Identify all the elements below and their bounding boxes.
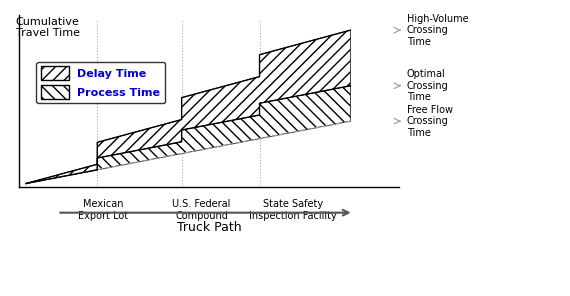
Text: Truck Path: Truck Path [177,221,242,234]
Text: Free Flow
Crossing
Time: Free Flow Crossing Time [406,104,453,138]
Text: Mexican
Export Lot: Mexican Export Lot [78,199,128,221]
Text: Optimal
Crossing
Time: Optimal Crossing Time [406,69,449,102]
Text: U.S. Federal
Compound: U.S. Federal Compound [173,199,231,221]
Text: State Safety
Inspection Facility: State Safety Inspection Facility [249,199,337,221]
Legend: Delay Time, Process Time: Delay Time, Process Time [36,62,165,103]
Text: High-Volume
Crossing
Time: High-Volume Crossing Time [406,14,469,47]
Text: Cumulative
Travel Time: Cumulative Travel Time [15,17,80,38]
